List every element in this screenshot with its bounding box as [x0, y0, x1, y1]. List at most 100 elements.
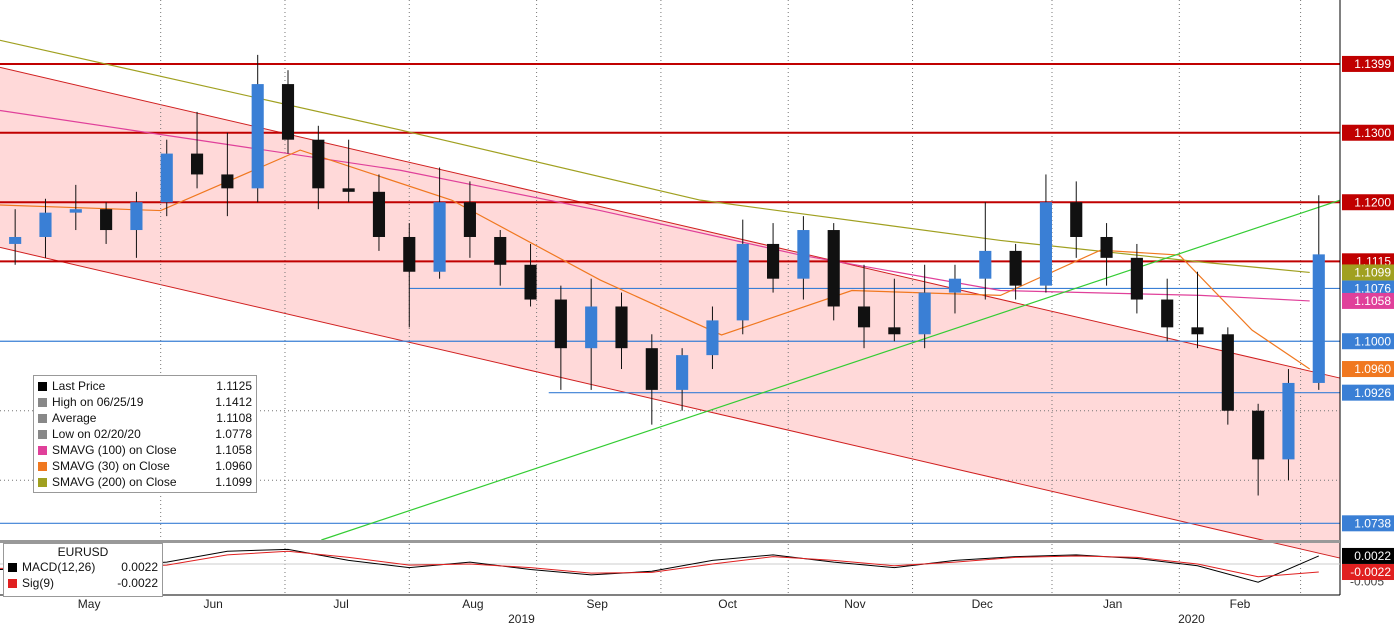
candle-body	[1039, 202, 1052, 286]
legend-name: High on 06/25/19	[52, 395, 144, 409]
tag-label-box	[1342, 361, 1394, 378]
macd-tag-box	[1342, 564, 1394, 581]
legend-name: Average	[52, 411, 97, 425]
candle-body	[585, 306, 598, 349]
tag-label: 1.1099	[1354, 266, 1391, 280]
candle-body	[767, 243, 780, 279]
candle-body	[645, 348, 658, 390]
legend-swatch	[38, 429, 47, 439]
candle-body	[312, 139, 325, 189]
candle-body	[100, 209, 113, 231]
legend-swatch	[38, 381, 47, 391]
candle-body	[130, 202, 143, 231]
candle-body	[676, 355, 689, 390]
legend: Last Price 1.1125 High on 06/25/19 1.1412 Av…	[33, 375, 257, 493]
level-label: 1.0738	[1354, 516, 1391, 530]
legend-value: -0.0022	[117, 576, 158, 590]
channel-lower	[0, 246, 1341, 559]
candle-body	[736, 243, 749, 321]
legend-name: SMAVG (200) on Close	[52, 475, 177, 489]
legend-row: Average 1.1108	[34, 410, 256, 426]
candle-body	[433, 202, 446, 272]
candle-body	[1221, 334, 1234, 411]
legend-name: Sig(9)	[22, 576, 55, 590]
legend-name: SMAVG (30) on Close	[52, 459, 170, 473]
candle-body	[1191, 327, 1204, 335]
level-label: 1.0926	[1354, 386, 1391, 400]
macd-tag-box	[1342, 547, 1394, 564]
macd-tag: 0.0022	[1354, 549, 1391, 563]
candle-body	[251, 84, 264, 189]
candle-body	[524, 264, 537, 300]
channel-fill	[0, 67, 1340, 559]
legend-value: 1.1108	[216, 411, 252, 425]
candle-body	[494, 236, 507, 265]
legend-row: High on 06/25/19 1.1412	[34, 394, 256, 410]
legend-swatch	[38, 413, 47, 423]
candle-body	[160, 153, 173, 203]
level-label-box	[1342, 515, 1394, 532]
x-tick-label: Jun	[203, 597, 222, 611]
x-tick-label: Aug	[462, 597, 483, 611]
candle-body	[888, 327, 901, 335]
candle-body	[857, 306, 871, 328]
candle-body	[372, 191, 386, 237]
candle-body	[9, 236, 22, 244]
legend-swatch	[38, 397, 47, 407]
moving-average	[0, 149, 1311, 370]
legend-name: MACD(12,26)	[22, 560, 96, 574]
legend-swatch	[38, 445, 47, 455]
legend-swatch	[38, 477, 47, 487]
legend-name: SMAVG (100) on Close	[52, 443, 177, 457]
legend-name: Last Price	[52, 379, 106, 393]
tag-label-box	[1342, 264, 1394, 281]
legend-name: Low on 02/20/20	[52, 427, 141, 441]
x-tick-label: Nov	[844, 597, 865, 611]
macd-line	[0, 548, 1319, 583]
legend-value: 1.0960	[215, 459, 252, 473]
level-label-box	[1342, 194, 1394, 211]
macd-title: EURUSD	[57, 544, 109, 559]
candle-body	[463, 202, 476, 237]
trendline	[321, 199, 1341, 541]
candle-body	[827, 230, 840, 307]
candle-body	[1161, 299, 1174, 328]
legend-row: Low on 02/20/20 1.0778	[34, 426, 256, 442]
legend-row: SMAVG (30) on Close 1.0960	[34, 458, 256, 474]
year-label: 2020	[1178, 612, 1205, 625]
legend-value: 1.1125	[216, 379, 252, 393]
legend-swatch	[8, 578, 17, 588]
candle-body	[1312, 254, 1325, 383]
candle-body	[342, 188, 355, 192]
candle-body	[69, 209, 82, 213]
x-tick-label: Jan	[1103, 597, 1122, 611]
legend-value: 1.0778	[215, 427, 252, 441]
level-label-box	[1342, 124, 1394, 141]
candle-body	[1100, 236, 1113, 258]
candle-body	[554, 299, 567, 349]
x-tick-label: Feb	[1230, 597, 1251, 611]
candle-body	[615, 306, 628, 349]
macd-legend-row: MACD(12,26) 0.0022	[4, 559, 162, 575]
channel-upper	[0, 66, 1341, 379]
candle-body	[190, 153, 204, 175]
macd-tag: -0.0022	[1350, 565, 1391, 579]
level-label-box	[1342, 384, 1394, 401]
macd-legend: EURUSD MACD(12,26) 0.0022 Sig(9) -0.0022	[3, 543, 163, 597]
level-label: 1.1399	[1354, 57, 1391, 71]
x-tick-label: Jul	[333, 597, 348, 611]
moving-average	[0, 39, 1310, 274]
legend-value: 1.1412	[215, 395, 252, 409]
level-label: 1.1200	[1354, 195, 1391, 209]
candle-body	[918, 292, 931, 335]
level-label-box	[1342, 55, 1394, 72]
candle-body	[706, 320, 719, 356]
candle-body	[797, 230, 810, 279]
candle-body	[948, 278, 962, 293]
level-label: 1.1076	[1354, 282, 1391, 296]
x-tick-label: Oct	[718, 597, 737, 611]
panel-divider	[0, 540, 1340, 543]
candle-body	[39, 212, 52, 237]
